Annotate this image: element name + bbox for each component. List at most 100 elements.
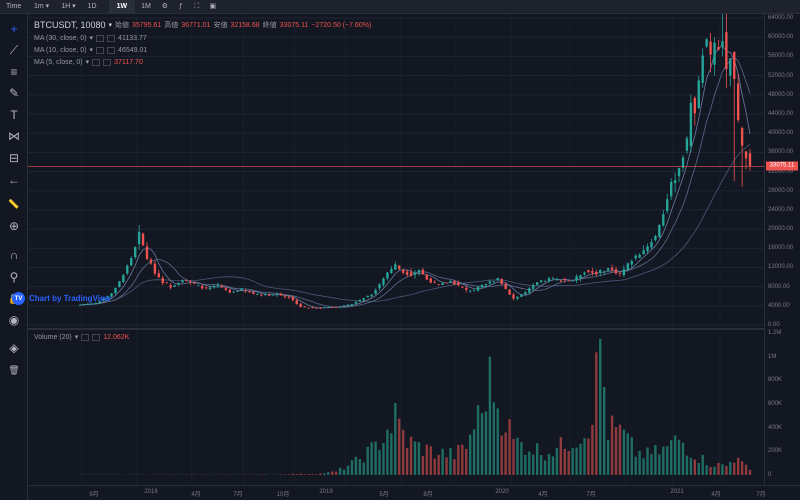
- settings-icon[interactable]: ⚙: [161, 2, 168, 10]
- volume-bar: [673, 435, 677, 475]
- timeframe-2[interactable]: 1H ▾: [61, 2, 76, 10]
- time-tick-label: 5月: [379, 492, 389, 498]
- ma30-remove-button[interactable]: [107, 34, 116, 42]
- magnet-icon[interactable]: ∩: [9, 248, 19, 262]
- price-axis[interactable]: 64000.00 60000.00 56000.00 52000.00 48000.00…: [764, 14, 800, 485]
- candle-body: [137, 231, 141, 244]
- volume-bar: [516, 437, 519, 475]
- text-icon[interactable]: T: [10, 108, 18, 122]
- eye-icon[interactable]: ◉: [8, 313, 20, 327]
- candle-body: [291, 296, 295, 301]
- volume-bar: [287, 474, 291, 475]
- trendline-icon[interactable]: ⟋: [9, 43, 19, 57]
- candle-body: [78, 304, 82, 306]
- volume-bar: [465, 448, 468, 475]
- fullscreen-icon[interactable]: ⛶: [194, 2, 200, 10]
- snapshot-icon[interactable]: ▣: [209, 2, 217, 10]
- ma5-legend[interactable]: MA (5, close, 0) ▾ 37117.70: [34, 58, 143, 66]
- candle-body: [204, 287, 208, 289]
- volume-bar: [342, 469, 346, 475]
- ma30-label: MA (30, close, 0): [34, 34, 87, 42]
- volume-remove-button[interactable]: [92, 333, 101, 341]
- time-axis[interactable]: 9月 2018 4月 7月 10月 2019 5月 8月 2020 4月 7月 2021 4月 7月: [28, 485, 800, 500]
- pattern-icon[interactable]: ⋈: [8, 129, 20, 143]
- back-arrow-icon[interactable]: ←: [8, 173, 20, 187]
- timeframe-4[interactable]: 1W: [108, 0, 136, 14]
- crosshair-icon[interactable]: +: [10, 22, 18, 36]
- indicators-icon[interactable]: ƒ: [178, 2, 183, 10]
- zoom-icon[interactable]: ⊕: [8, 219, 20, 233]
- volume-legend[interactable]: Volume (20) ▾ 12.062K: [34, 333, 129, 341]
- timeframe-0[interactable]: Time: [6, 2, 22, 10]
- ruler-icon[interactable]: 📏: [8, 198, 20, 209]
- candle-body: [189, 281, 192, 282]
- ma5-menu-icon[interactable]: ▾: [85, 59, 90, 66]
- volume-bar: [606, 439, 610, 475]
- candle-body: [677, 168, 681, 177]
- candle-body: [350, 304, 354, 306]
- candle-body: [567, 280, 570, 282]
- volume-bar: [535, 443, 539, 475]
- candle-body: [181, 280, 184, 283]
- ma5-settings-button[interactable]: [92, 58, 101, 66]
- volume-bar: [405, 447, 409, 475]
- volume-menu-icon[interactable]: ▾: [74, 334, 79, 341]
- volume-bar: [512, 438, 515, 475]
- volume-bar: [457, 444, 460, 475]
- ma5-remove-button[interactable]: [103, 58, 112, 66]
- candle-body: [169, 285, 172, 288]
- volume-bar: [401, 429, 405, 475]
- volume-tick-label: 800K: [768, 377, 783, 384]
- price-tick-label: 36000.00: [768, 149, 794, 156]
- tradingview-watermark[interactable]: TV Chart by TradingView: [12, 292, 111, 305]
- fib-icon[interactable]: ≡: [10, 65, 18, 79]
- ma30-legend[interactable]: MA (30, close, 0) ▾ 41133.77: [34, 34, 147, 42]
- candle-body: [177, 282, 180, 285]
- volume-bar: [610, 415, 614, 475]
- symbol-name[interactable]: BTCUSDT, 10080: [34, 20, 106, 30]
- volume-bar: [685, 455, 689, 475]
- layers-icon[interactable]: ◈: [9, 341, 19, 355]
- volume-bar: [595, 352, 598, 475]
- measure-icon[interactable]: ⊟: [8, 151, 20, 165]
- ma10-label: MA (10, close, 0): [34, 46, 87, 54]
- ma10-remove-button[interactable]: [107, 46, 116, 54]
- candle-body: [465, 287, 468, 290]
- volume-bar: [579, 443, 582, 475]
- volume-bar: [630, 437, 633, 475]
- candle-body: [157, 273, 161, 278]
- candle-body: [733, 51, 736, 79]
- candle-body: [248, 291, 251, 293]
- candle-body: [94, 302, 97, 304]
- candle-body: [740, 127, 744, 146]
- candle-body: [524, 292, 527, 295]
- brush-icon[interactable]: ✎: [8, 86, 20, 100]
- candle-body: [646, 246, 649, 251]
- candle-body: [417, 270, 421, 273]
- ma10-legend[interactable]: MA (10, close, 0) ▾ 46549.01: [34, 46, 147, 54]
- lock-drawing-icon[interactable]: ⚲: [9, 270, 19, 284]
- ma10-menu-icon[interactable]: ▾: [89, 47, 94, 54]
- trash-icon[interactable]: 🗑: [8, 364, 20, 375]
- timeframe-5[interactable]: 1M: [141, 2, 151, 10]
- volume-bar: [602, 386, 606, 475]
- volume-settings-button[interactable]: [81, 333, 90, 341]
- ma30-settings-button[interactable]: [96, 34, 105, 42]
- candle-body: [516, 296, 519, 299]
- ma10-settings-button[interactable]: [96, 46, 105, 54]
- symbol-menu-icon[interactable]: ▾: [108, 22, 113, 29]
- candle-body: [362, 298, 365, 301]
- volume-bar: [492, 402, 496, 475]
- volume-bar: [551, 456, 555, 475]
- candle-body: [693, 97, 697, 114]
- ma30-menu-icon[interactable]: ▾: [89, 35, 94, 42]
- volume-tick-label: 1.2M: [768, 330, 782, 336]
- volume-bar: [417, 442, 421, 475]
- chart-area[interactable]: BTCUSDT, 10080 ▾ 始値 35795.61 高値 36771.01 安…: [28, 14, 764, 485]
- volume-bar: [480, 413, 484, 475]
- volume-bar: [744, 464, 748, 475]
- candle-body: [476, 286, 480, 291]
- price-volume-chart[interactable]: [28, 14, 764, 485]
- timeframe-1[interactable]: 1m ▾: [34, 2, 50, 10]
- timeframe-3[interactable]: 1D: [87, 2, 97, 10]
